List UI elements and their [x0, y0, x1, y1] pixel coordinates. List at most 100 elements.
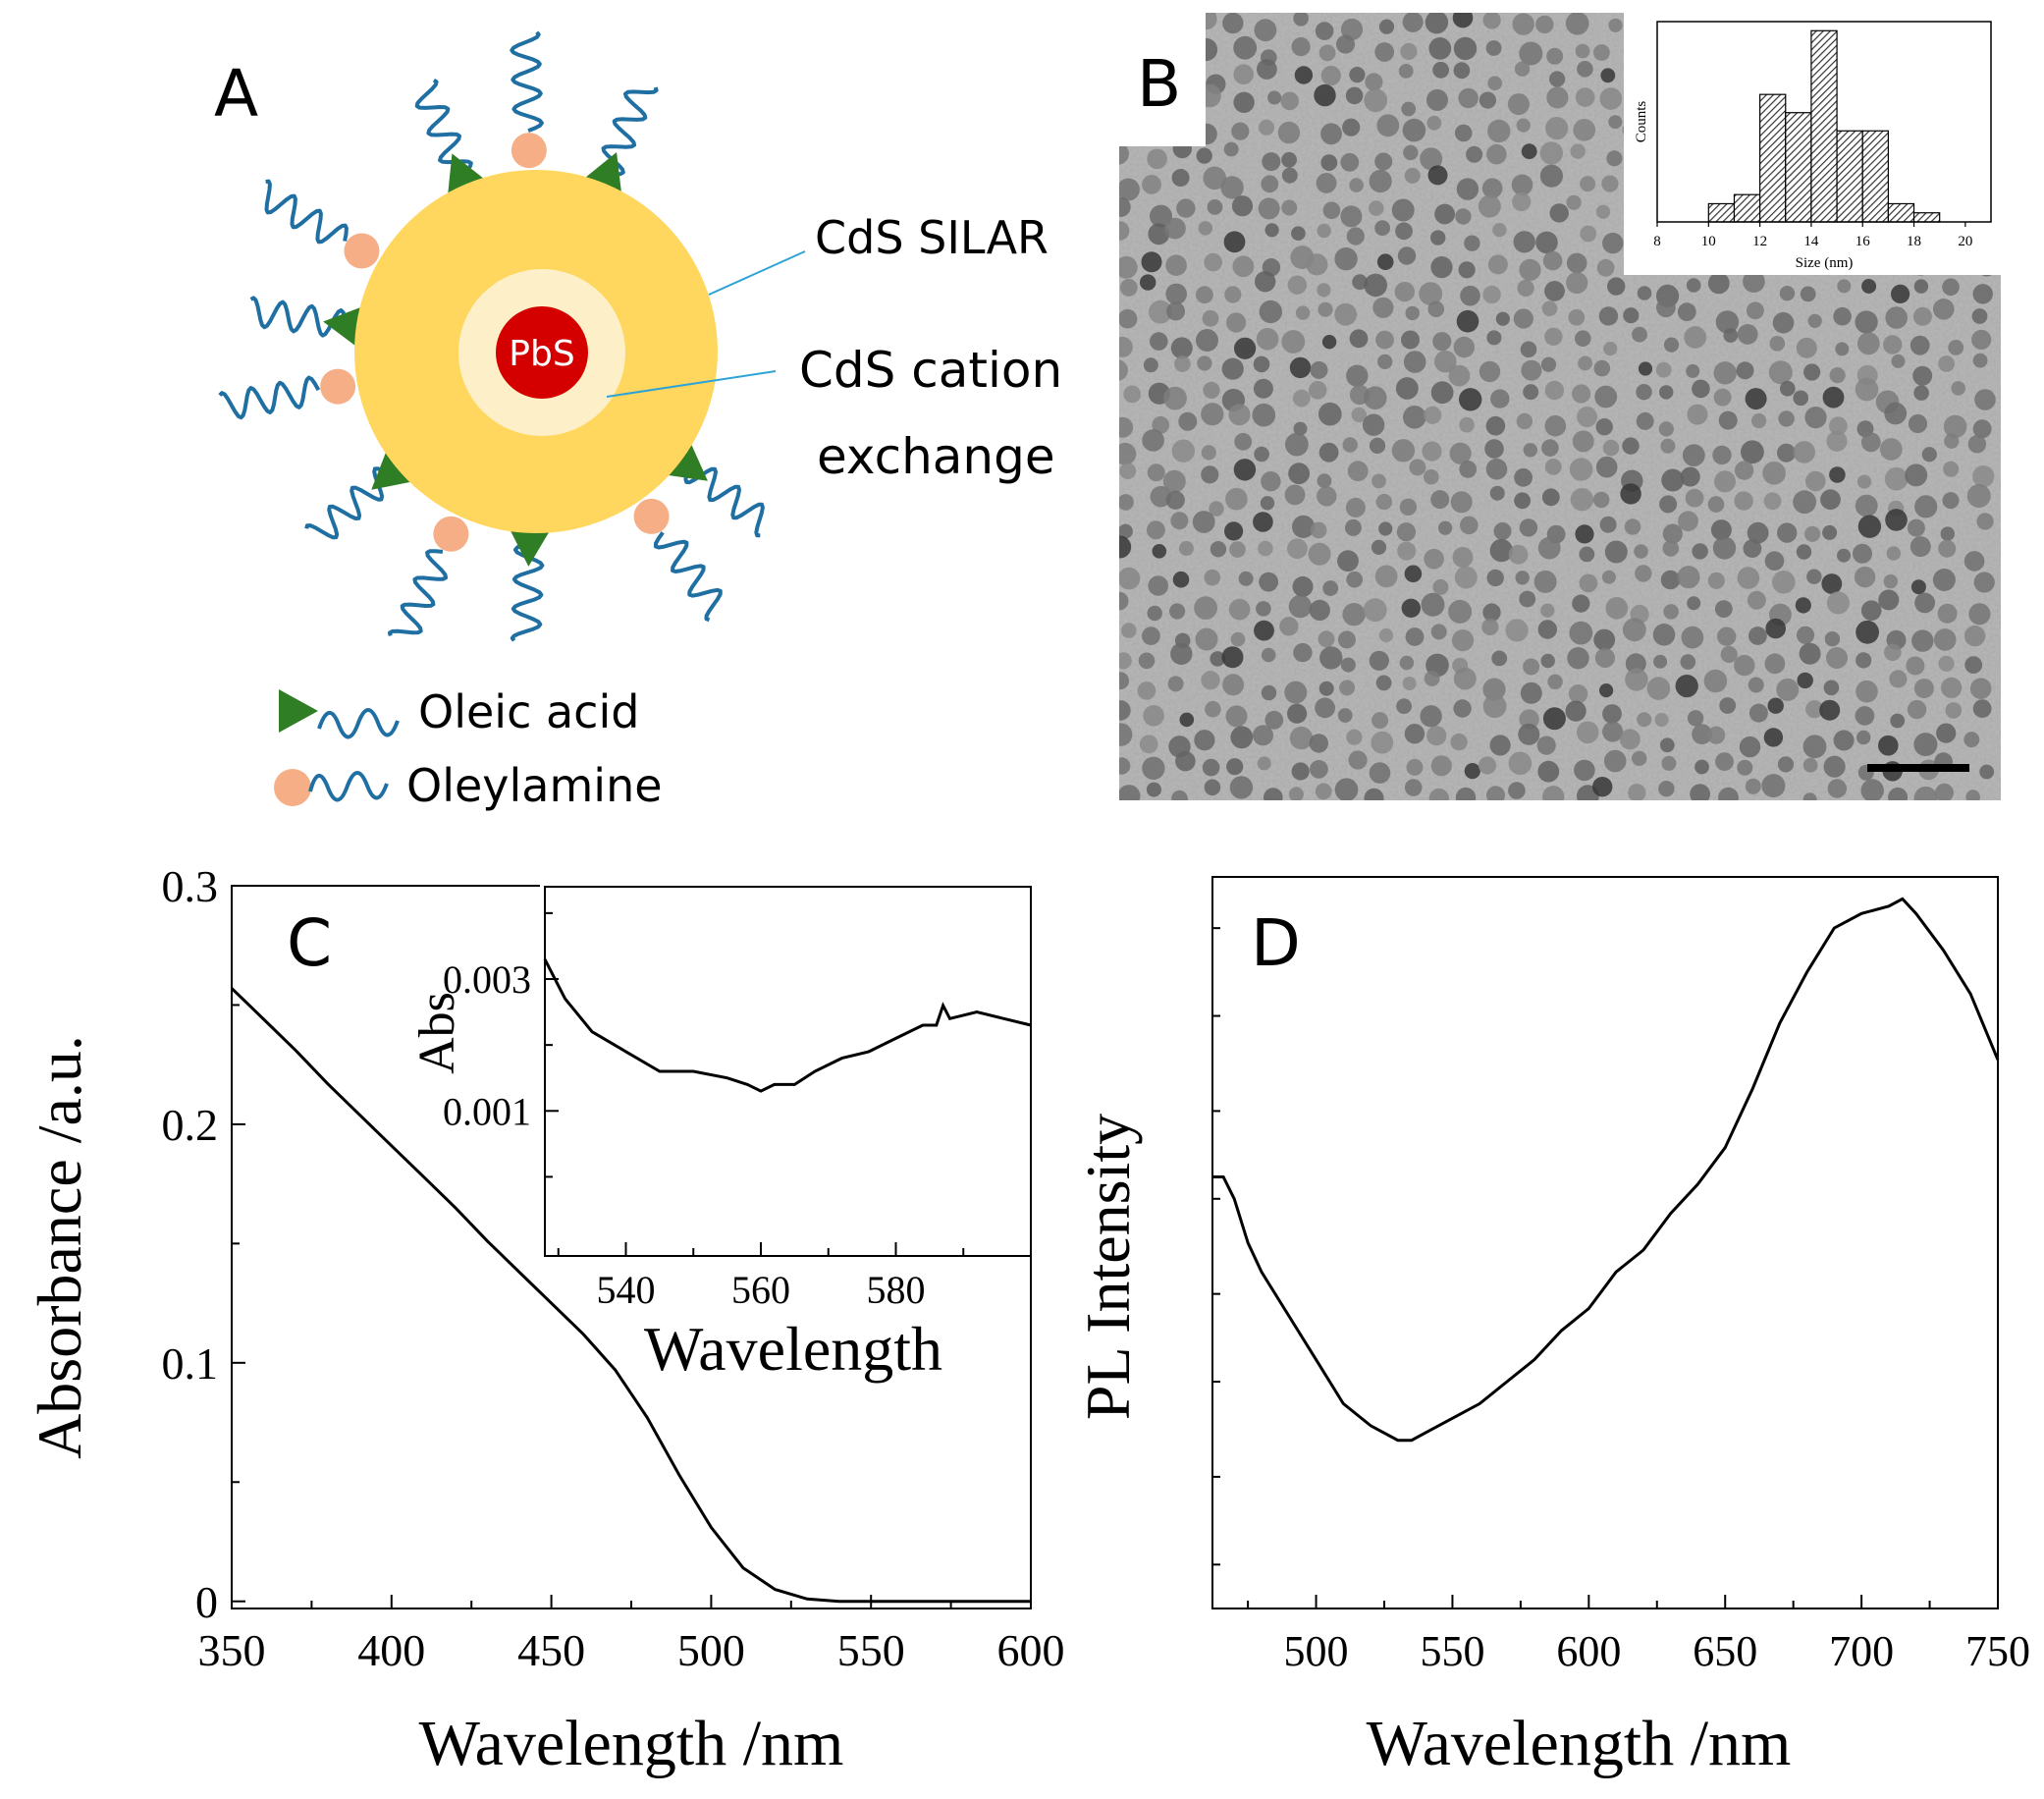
nanoparticle	[1375, 675, 1392, 691]
nanoparticle	[1119, 221, 1130, 241]
nanoparticle	[1600, 68, 1616, 83]
nanoparticle	[1346, 364, 1369, 387]
nanoparticle	[1687, 404, 1708, 425]
nanoparticle	[1289, 726, 1314, 750]
nanoparticle	[1287, 703, 1308, 724]
panel-c: 350 400 450 500 550 600 0 0.1 0.2 0.3 C Wavelengt…	[25, 861, 1065, 1779]
silar-label: CdS SILAR	[815, 211, 1049, 264]
nanoparticle	[1599, 683, 1614, 698]
nanoparticle	[1734, 491, 1753, 511]
nanoparticle	[1663, 604, 1679, 620]
nanoparticle	[1262, 152, 1281, 172]
nanoparticle	[1748, 627, 1767, 645]
nanoparticle	[1713, 361, 1737, 385]
nanoparticle	[1692, 724, 1712, 744]
nanoparticle	[1717, 627, 1737, 646]
nanoparticle	[1707, 496, 1725, 513]
nanoparticle	[1450, 733, 1468, 751]
nanoparticle	[1141, 251, 1162, 273]
nanoparticle	[1424, 406, 1442, 424]
nanoparticle	[1292, 389, 1311, 408]
nanoparticle	[1748, 703, 1768, 723]
nanoparticle	[1624, 518, 1641, 535]
nanoparticle	[1487, 119, 1511, 143]
nanoparticle	[1795, 597, 1811, 614]
nanoparticle	[1685, 488, 1704, 508]
nanoparticle	[1829, 416, 1848, 436]
nanoparticle	[1209, 501, 1224, 517]
x-tick-label: 500	[677, 1625, 745, 1675]
nanoparticle	[1593, 44, 1610, 61]
nanoparticle	[1646, 677, 1671, 700]
nanoparticle	[1391, 439, 1416, 463]
nanoparticle	[1291, 37, 1311, 57]
oleylamine-head-icon	[633, 498, 670, 534]
nanoparticle	[1578, 355, 1592, 371]
nanoparticle	[1340, 152, 1360, 172]
nanoparticle	[1572, 594, 1590, 613]
nanoparticle	[1856, 652, 1872, 669]
nanoparticle	[1453, 699, 1472, 718]
nanoparticle	[1523, 658, 1540, 676]
ligand-chain	[414, 78, 473, 177]
nanoparticle	[1541, 300, 1558, 317]
nanoparticle	[1257, 756, 1271, 771]
nanoparticle	[1482, 678, 1506, 701]
nanoparticle	[1891, 284, 1910, 303]
nanoparticle	[1364, 788, 1384, 800]
nanoparticle	[1458, 87, 1479, 109]
nanoparticle	[1342, 118, 1361, 136]
nanoparticle	[1395, 222, 1413, 241]
nanoparticle	[1598, 306, 1619, 326]
nanoparticle	[1593, 628, 1616, 651]
nanoparticle	[1579, 573, 1598, 593]
nanoparticle	[1142, 756, 1165, 780]
inset-ylabel: Abs	[409, 992, 465, 1074]
inset-xlabel: Wavelength	[644, 1314, 942, 1384]
nanoparticle	[1226, 758, 1244, 776]
nanoparticle	[1119, 672, 1129, 690]
ligand-chain	[601, 86, 659, 177]
nanoparticle	[1409, 459, 1426, 476]
nanoparticle	[1317, 283, 1331, 298]
nanoparticle	[1486, 786, 1505, 800]
x-tick-label: 550	[1420, 1627, 1484, 1675]
nanoparticle	[1819, 699, 1841, 721]
nanoparticle	[1374, 42, 1395, 62]
nanoparticle	[1404, 724, 1425, 744]
nanoparticle	[1174, 13, 1197, 32]
histogram-bar	[1733, 193, 1761, 223]
nanoparticle	[1119, 308, 1138, 329]
nanoparticle	[1203, 381, 1220, 399]
nanoparticle	[1535, 231, 1558, 254]
nanoparticle	[1797, 672, 1813, 689]
nanoparticle	[1430, 381, 1454, 405]
nanoparticle	[1855, 706, 1875, 726]
nanoparticle	[1739, 736, 1761, 758]
x-tick-label: 750	[1965, 1627, 2030, 1675]
nanoparticle	[1228, 404, 1251, 426]
nanoparticle	[1454, 566, 1478, 589]
nanoparticle	[1566, 194, 1582, 210]
nanoparticle	[1448, 364, 1471, 387]
nanoparticle	[1267, 90, 1282, 105]
nanoparticle	[1198, 221, 1213, 236]
legend-oleylamine-label: Oleylamine	[406, 759, 663, 812]
nanoparticle	[1826, 430, 1848, 452]
nanoparticle	[1623, 307, 1640, 324]
nanoparticle	[1119, 66, 1129, 81]
nanoparticle	[1375, 330, 1394, 350]
nanoparticle	[1165, 490, 1185, 510]
nanoparticle	[1119, 13, 1138, 31]
nanoparticle	[1198, 83, 1221, 108]
nanoparticle	[1602, 721, 1624, 742]
nanoparticle	[1119, 700, 1131, 721]
nanoparticle	[1638, 361, 1653, 376]
nanoparticle	[1592, 777, 1613, 797]
nanoparticle	[1523, 443, 1538, 458]
ligand-chain	[304, 466, 391, 540]
nanoparticle	[1123, 385, 1142, 404]
nanoparticle	[1884, 643, 1902, 662]
nanoparticle	[1796, 626, 1815, 644]
